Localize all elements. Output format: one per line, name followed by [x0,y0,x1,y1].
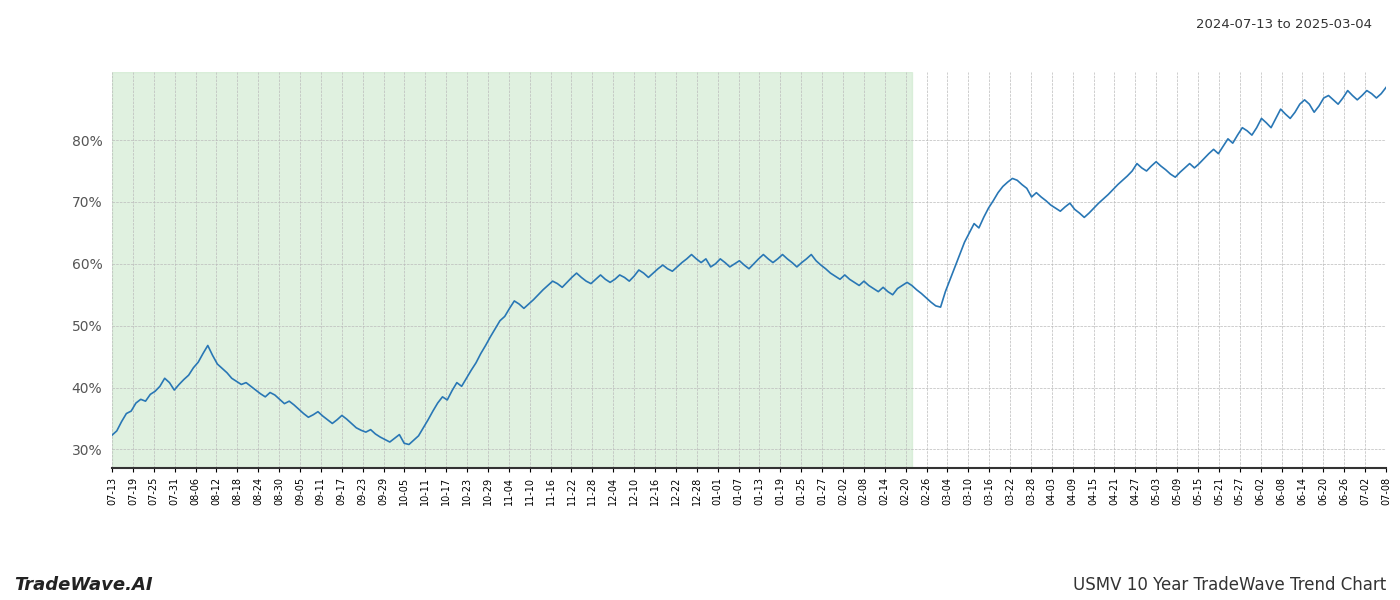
Text: USMV 10 Year TradeWave Trend Chart: USMV 10 Year TradeWave Trend Chart [1072,576,1386,594]
Bar [112,72,911,468]
Text: 2024-07-13 to 2025-03-04: 2024-07-13 to 2025-03-04 [1196,18,1372,31]
Text: TradeWave.AI: TradeWave.AI [14,576,153,594]
